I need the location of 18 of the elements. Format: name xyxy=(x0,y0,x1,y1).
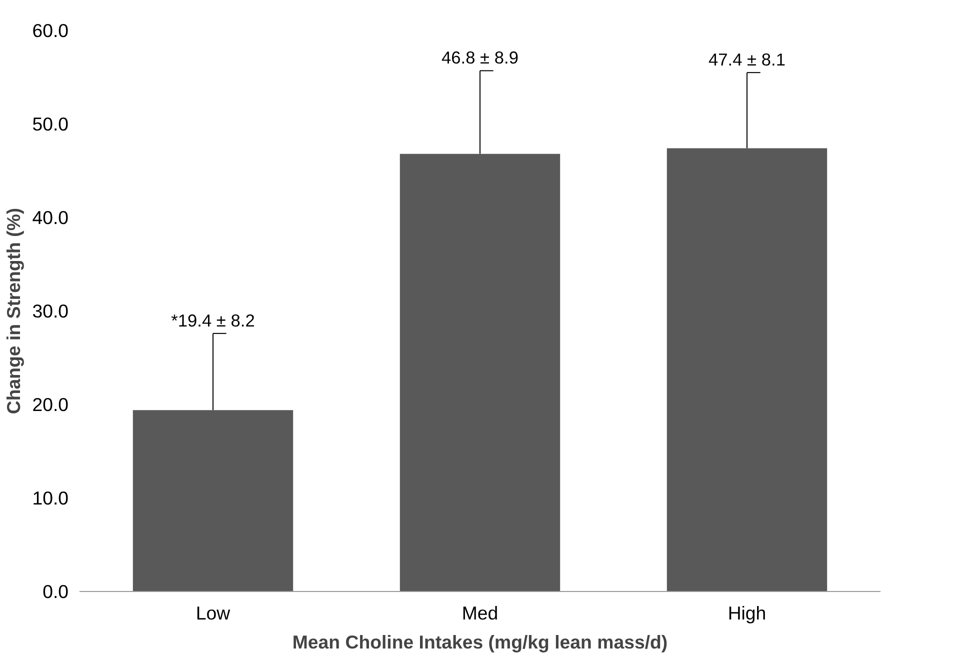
y-axis-title: Change in Strength (%) xyxy=(3,208,24,414)
y-tick-label: 60.0 xyxy=(32,20,68,41)
y-tick-label: 20.0 xyxy=(32,394,68,415)
x-tick-label: Low xyxy=(196,602,231,624)
y-tick-label: 0.0 xyxy=(42,581,69,602)
y-tick-label: 40.0 xyxy=(32,207,68,228)
y-tick-label: 30.0 xyxy=(32,300,68,322)
annotation: 46.8 ± 8.9 xyxy=(442,48,518,68)
y-tick-label: 10.0 xyxy=(32,488,68,508)
bar xyxy=(400,154,560,592)
x-tick-label: Med xyxy=(462,602,498,624)
bar xyxy=(132,410,294,592)
x-axis-title: Mean Choline Intakes (mg/kg lean mass/d) xyxy=(292,632,668,652)
bar xyxy=(666,148,828,592)
x-tick-label: High xyxy=(728,602,766,624)
annotation: *19.4 ± 8.2 xyxy=(171,310,255,330)
y-tick-label: 50.0 xyxy=(32,114,68,134)
annotation: 47.4 ± 8.1 xyxy=(708,50,786,70)
